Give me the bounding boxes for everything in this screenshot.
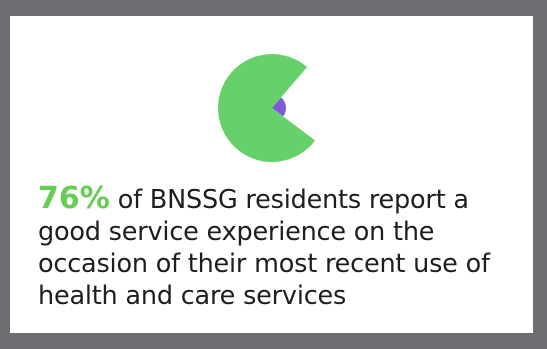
pie-chart [216,52,328,164]
pie-slice-main [218,54,316,163]
infographic-card: 76% of BNSSG residents report a good ser… [10,16,533,333]
pie-slice-minor [272,97,287,117]
pie-chart-svg [218,54,316,163]
statistic-text: of BNSSG residents report a good service… [38,185,490,311]
statistic-value: 76% [38,181,110,216]
statistic-caption: 76% of BNSSG residents report a good ser… [38,183,533,312]
